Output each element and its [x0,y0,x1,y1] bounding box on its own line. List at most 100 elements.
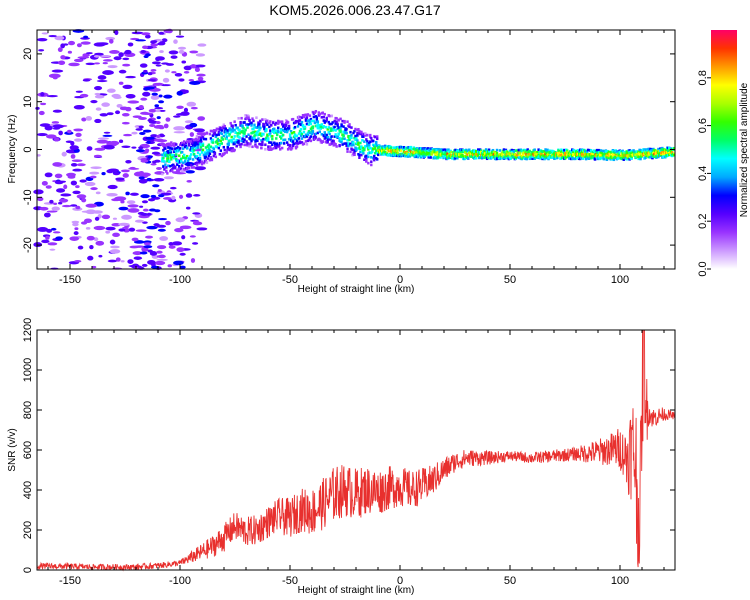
spectrogram-ridge-cell [254,140,257,143]
spectrogram-ridge-cell [254,143,257,146]
spectrogram-ridge-cell [272,121,275,125]
spectrogram-ridge-cell [292,142,296,146]
spectrogram-noise-point [93,54,100,58]
spectrogram-ridge-cell [199,146,203,149]
spectrogram-noise-point [190,106,198,110]
spectrogram-ridge-cell [298,119,302,122]
spectrogram-ridge-cell [179,147,182,150]
spectrogram-ridge-cell [286,128,290,132]
spectrogram-noise-point [150,194,157,198]
spectrogram-ridge-cell [268,141,271,144]
spectrogram-ridge-cell [277,130,280,134]
spectrogram-noise-point [154,138,160,142]
spectrogram-noise-point [115,257,121,262]
spectrogram-ridge-cell [350,136,353,140]
spectrogram-noise-point [93,62,100,65]
spectrogram-noise-point [163,94,173,99]
spectrogram-ridge-cell [165,170,168,173]
spectrogram-ridge-cell [350,126,353,129]
spectrogram-noise-point [45,185,52,189]
spectrogram-noise-point [49,199,54,204]
spectrogram-noise-point [158,194,165,198]
spectrogram-ridge-cell [319,139,322,143]
spectrogram-ridge-cell [238,143,241,147]
spectrogram-ridge-cell [302,115,306,119]
spectrogram-ridge-cell [309,122,313,126]
spectrogram-ridge-cell [547,153,550,156]
spectrogram-ridge-cell [367,161,370,165]
spectrogram-ridge-cell [266,135,269,138]
spectrogram-ridge-cell [269,145,272,148]
spectrogram-ridge-cell [216,142,220,146]
spectrogram-ridge-cell [520,156,523,160]
spectrogram-noise-point [70,204,78,207]
spectrogram-ridge-cell [359,147,362,151]
spectrogram-ridge-cell [201,142,205,146]
spectrogram-ridge-cell [289,129,293,133]
spectrogram-ridge-cell [308,120,312,124]
spectrogram-ridge-cell [276,133,279,137]
spectrogram-noise-point [135,39,147,42]
spectrogram-ridge-cell [276,145,279,148]
spectrogram-noise-point [149,119,155,123]
spectrogram-noise-point [101,214,111,220]
spectrogram-noise-point [131,146,137,149]
snr-marks [36,329,676,572]
spectrogram-ridge-cell [244,128,247,132]
spectrogram-ridge-cell [451,156,454,160]
spectrogram-ridge-cell [278,144,281,147]
spectrogram-ridge-cell [305,116,309,120]
spectrogram-ridge-cell [296,142,300,145]
spectrogram-ridge-cell [168,160,171,164]
spectrogram-ridge-cell [182,153,186,157]
spectrogram-ridge-cell [338,136,341,140]
spectrogram-ridge-cell [224,132,227,136]
spectrogram-noise-point [75,205,81,210]
snr-ytick-label: 600 [22,441,34,459]
spectrogram-ridge-cell [169,147,172,150]
spectrogram-ridge-cell [415,150,419,154]
spectrogram-ridge-cell [178,164,181,168]
spectrogram-noise-point [127,259,134,264]
spectrogram-ridge-cell [626,157,629,161]
spectrogram-noise-point [115,177,125,181]
spectrogram-ridge-cell [220,142,223,145]
spectrogram-noise-point [174,227,184,233]
colorbar: 0.0 0.2 0.4 0.6 0.8 Normalized spectral ampl… [697,30,750,277]
spectrogram-ridge-cell [599,149,603,152]
spectrogram-ridge-cell [286,143,290,147]
spectrogram-ridge-cell [320,123,323,126]
spectrogram-ridge-cell [162,165,165,168]
spectrogram-ridge-cell [355,147,358,150]
spectrogram-noise-point [91,210,103,214]
spectrogram-ridge-cell [364,132,367,135]
spectrogram-ridge-cell [502,150,506,154]
spectrogram-noise-point [103,144,115,150]
spectrogram-ridge-cell [559,151,562,155]
spectrogram-ridge-cell [363,140,366,143]
spectrogram-ridge-cell [283,127,287,130]
spectrogram-ridge-cell [269,120,272,123]
spectrogram-ridge-cell [169,149,172,153]
spectrogram-ridge-cell [180,157,183,161]
spectrogram-ridge-cell [300,132,304,136]
spectrogram-noise-point [179,225,192,230]
spectrogram-ridge-cell [210,150,214,153]
spectrogram-ridge-cell [339,130,342,134]
spectrogram-noise-point [52,231,61,234]
spectrogram-ridge-cell [246,142,249,145]
spectrogram-noise-point [85,203,98,208]
spectrogram-noise-point [148,108,157,113]
spectrogram-noise-point [141,32,151,36]
spectrogram-ridge-cell [176,163,179,166]
spectrogram-noise-point [83,35,88,39]
spectrogram-noise-point [178,49,185,54]
spectrogram-ridge-cell [377,149,380,152]
spectrogram-noise-point [106,88,116,93]
spectrogram-ridge-cell [194,137,198,141]
spectrogram-ridge-cell [341,143,344,146]
spectrogram-ridge-cell [365,157,368,160]
spectrogram-ridge-cell [198,153,202,156]
spectrogram-ridge-cell [219,149,223,152]
spectrogram-noise-point [97,75,107,80]
